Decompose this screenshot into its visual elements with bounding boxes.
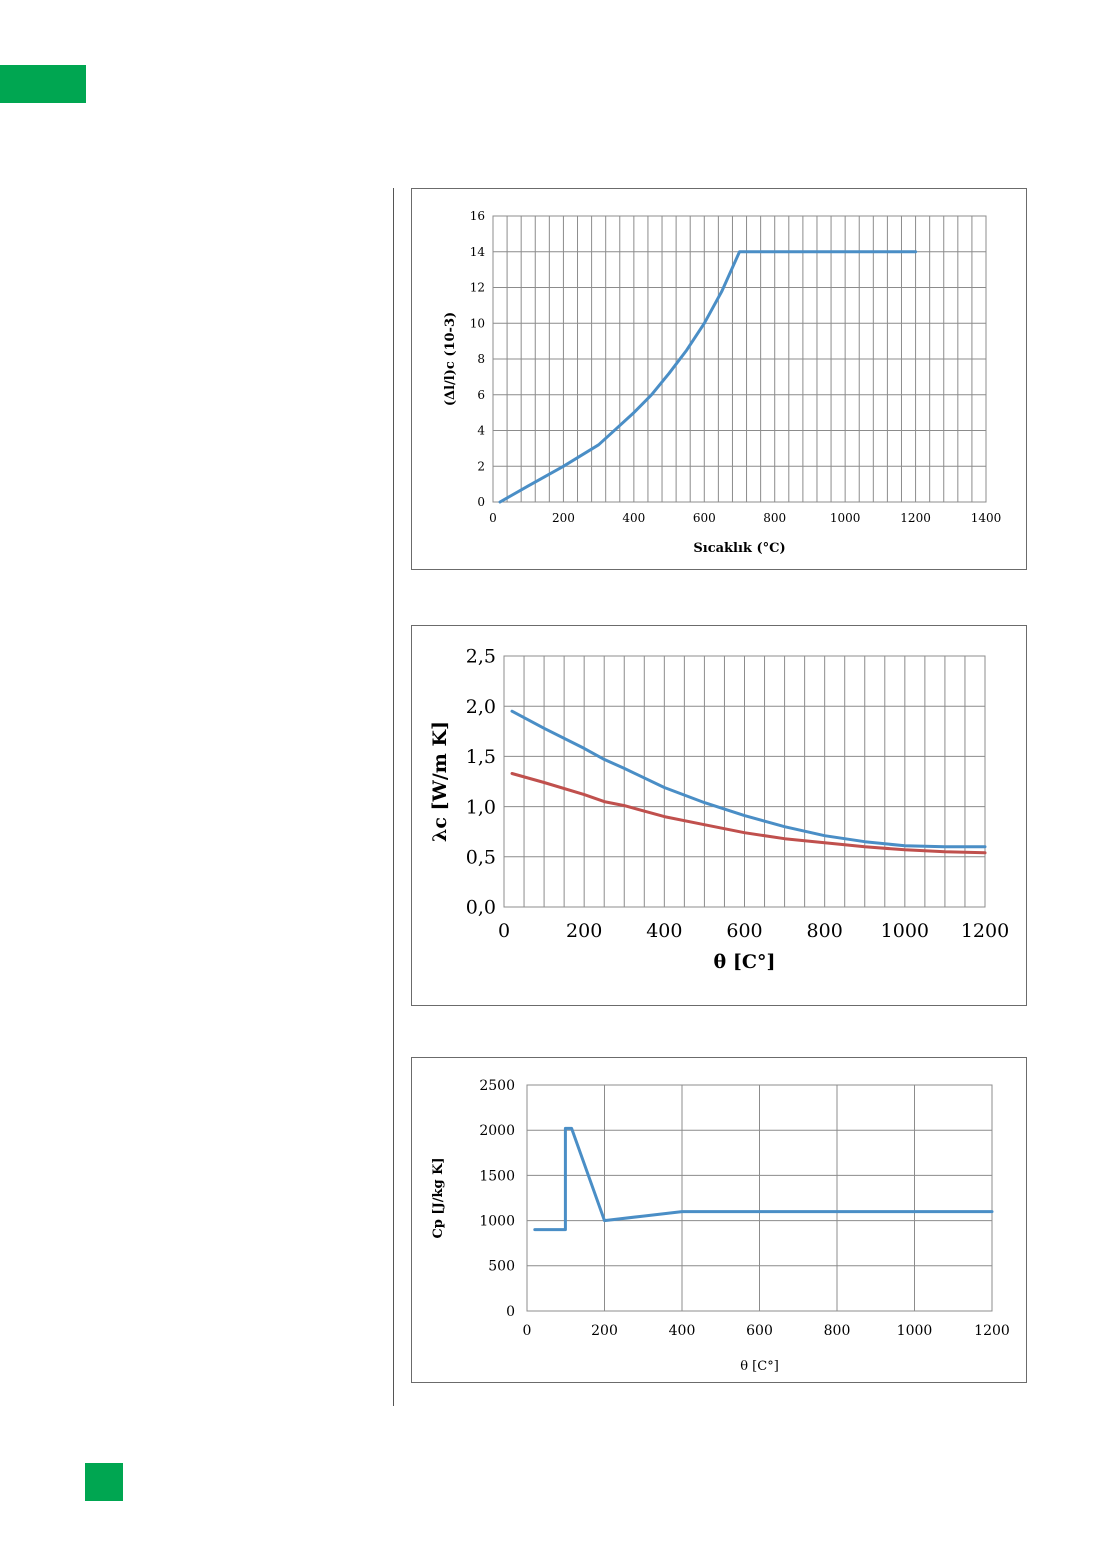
specific-heat-chart: 0 200 400 600 800 1000 1200 0 500 1000 1500 2000 250… <box>411 1057 1027 1383</box>
x-axis-title: θ [C°] <box>740 1359 779 1374</box>
y-tick-label: 2000 <box>479 1123 515 1139</box>
x-tick-label: 1200 <box>900 511 931 525</box>
y-tick-label: 12 <box>470 281 485 295</box>
x-tick-label: 200 <box>552 511 575 525</box>
y-tick-label: 1,0 <box>466 796 496 818</box>
y-tick-label: 0 <box>477 495 485 509</box>
x-tick-label: 0 <box>523 1323 532 1339</box>
x-tick-label: 1000 <box>830 511 861 525</box>
y-tick-label: 1500 <box>479 1168 515 1184</box>
y-tick-label: 10 <box>470 316 485 330</box>
series-line <box>498 250 918 504</box>
x-tick-label: 800 <box>824 1323 851 1339</box>
green-header-tab <box>0 65 86 103</box>
y-tick-label: 1000 <box>479 1214 515 1230</box>
x-tick-label: 600 <box>693 511 716 525</box>
x-tick-label: 200 <box>566 920 602 942</box>
series-line <box>510 709 987 849</box>
specific-heat-plot: 0 200 400 600 800 1000 1200 0 500 1000 1500 2000 250… <box>431 1078 1010 1374</box>
x-tick-label: 0 <box>489 511 497 525</box>
y-tick-label: 2,0 <box>466 696 496 718</box>
x-tick-label: 200 <box>591 1323 618 1339</box>
thermal-strain-plot: 0 200 400 600 800 1000 1200 1400 0 2 4 6 8 10 12 14 16 Sı… <box>443 209 1002 556</box>
plot-area-frame <box>526 1084 993 1312</box>
y-tick-label: 16 <box>470 209 485 223</box>
x-axis-title: Sıcaklık (°C) <box>693 541 785 556</box>
x-axis-title: θ [C°] <box>714 951 776 973</box>
series-line <box>533 1126 994 1232</box>
y-axis-title: Cp [J/kg K] <box>431 1157 446 1238</box>
x-tick-label: 0 <box>498 920 510 942</box>
green-footer-tab <box>85 1463 123 1501</box>
x-tick-label: 800 <box>807 920 843 942</box>
plot-area-frame <box>503 655 986 908</box>
plot-area-frame <box>492 215 987 503</box>
y-tick-label: 2500 <box>479 1078 515 1094</box>
x-tick-label: 400 <box>622 511 645 525</box>
x-tick-label: 1000 <box>897 1323 933 1339</box>
series-line <box>510 772 987 855</box>
y-tick-label: 2,5 <box>466 646 496 668</box>
x-tick-label: 1200 <box>961 920 1009 942</box>
thermal-conductivity-chart: 0 200 400 600 800 1000 1200 0,0 0,5 1,0 1,5 2,0 2,5 θ… <box>411 625 1027 1006</box>
y-tick-label: 4 <box>477 424 485 438</box>
y-tick-label: 0,0 <box>466 897 496 919</box>
thermal-conductivity-plot: 0 200 400 600 800 1000 1200 0,0 0,5 1,0 1,5 2,0 2,5 θ… <box>429 646 1009 973</box>
x-tick-label: 600 <box>726 920 762 942</box>
x-tick-label: 400 <box>669 1323 696 1339</box>
x-tick-label: 1400 <box>971 511 1002 525</box>
x-tick-label: 1200 <box>974 1323 1010 1339</box>
y-tick-label: 8 <box>477 352 485 366</box>
x-tick-label: 800 <box>763 511 786 525</box>
y-tick-label: 1,5 <box>466 746 496 768</box>
column-divider <box>393 188 394 1406</box>
x-tick-label: 1000 <box>881 920 929 942</box>
y-axis-title: λc [W/m K] <box>429 721 451 842</box>
y-tick-label: 0,5 <box>466 846 496 868</box>
y-tick-label: 0 <box>506 1304 515 1320</box>
grid-lines <box>492 215 987 503</box>
grid-lines <box>503 655 986 908</box>
y-axis-title: (Δl/l)c (10-3) <box>443 312 458 406</box>
y-tick-label: 2 <box>477 459 485 473</box>
y-tick-label: 14 <box>470 245 486 259</box>
x-tick-label: 400 <box>646 920 682 942</box>
thermal-strain-chart: 0 200 400 600 800 1000 1200 1400 0 2 4 6 8 10 12 14 16 Sı… <box>411 188 1027 570</box>
x-tick-label: 600 <box>746 1323 773 1339</box>
y-tick-label: 6 <box>477 388 485 402</box>
y-tick-label: 500 <box>488 1259 515 1275</box>
